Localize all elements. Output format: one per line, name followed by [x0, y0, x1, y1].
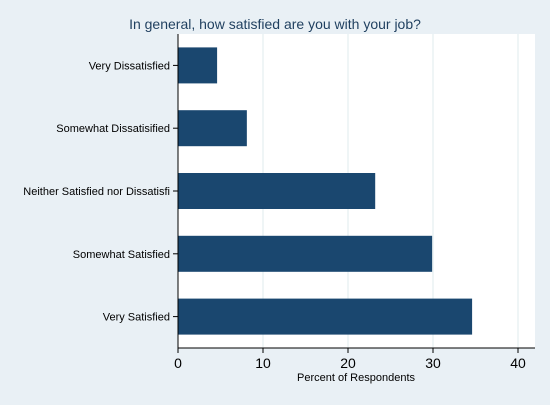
- x-tick-label: 40: [510, 355, 526, 371]
- category-label: Very Dissatisfied: [89, 60, 170, 72]
- category-label: Somewhat Satisfied: [73, 249, 170, 261]
- bar-2: [178, 110, 247, 147]
- bar-4: [178, 235, 433, 272]
- chart-title: In general, how satisfied are you with y…: [129, 16, 421, 32]
- category-label: Neither Satisfied nor Dissatisfi: [23, 186, 170, 198]
- category-label: Somewhat Dissatisified: [56, 123, 170, 135]
- x-tick-label: 30: [425, 355, 441, 371]
- x-tick-label: 0: [174, 355, 182, 371]
- bar-3: [178, 173, 376, 209]
- x-axis-label: Percent of Respondents: [297, 372, 416, 384]
- x-tick-label: 20: [340, 355, 356, 371]
- bar-5: [178, 298, 473, 335]
- category-label: Very Satisfied: [103, 312, 170, 324]
- bar-1: [178, 47, 218, 84]
- x-tick-label: 10: [255, 355, 271, 371]
